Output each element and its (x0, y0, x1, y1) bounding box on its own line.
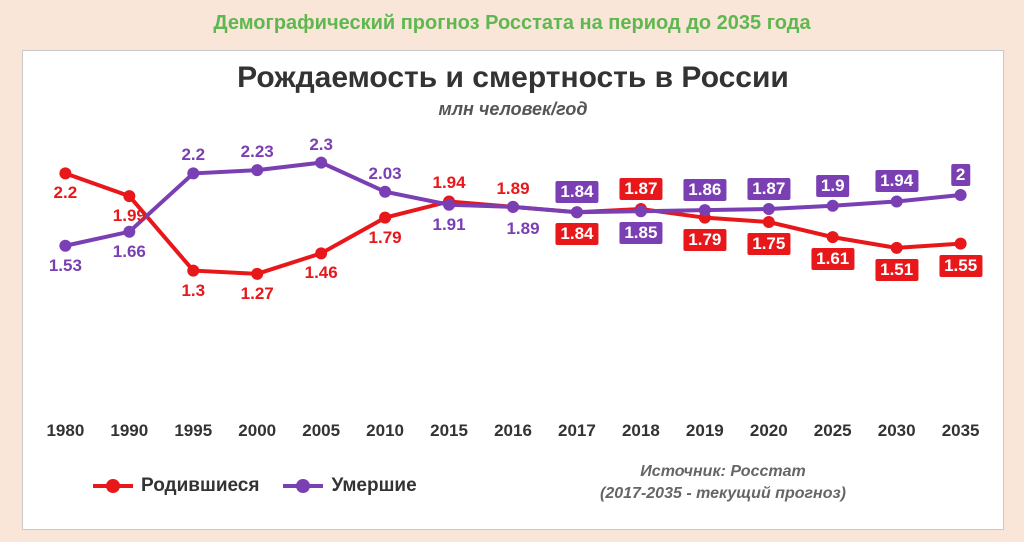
data-label: 1.3 (176, 280, 210, 302)
x-tick: 2020 (750, 421, 788, 441)
data-label: 2.2 (176, 144, 210, 166)
chart-frame: Рождаемость и смертность в России млн че… (22, 50, 1004, 530)
series-marker (955, 189, 967, 201)
x-tick: 2019 (686, 421, 724, 441)
source-line2: (2017-2035 - текущий прогноз) (600, 485, 846, 502)
x-tick: 2005 (302, 421, 340, 441)
x-axis: 1980 1990 1995 2000 2005 2010 2015 2016 2017 2018… (43, 421, 983, 445)
data-label: 1.84 (555, 223, 598, 245)
legend-swatch (283, 484, 323, 488)
series-marker (827, 200, 839, 212)
data-label: 2.3 (304, 134, 338, 156)
x-tick: 2030 (878, 421, 916, 441)
series-marker (763, 203, 775, 215)
data-label: 1.55 (939, 255, 982, 277)
data-label: 2.23 (236, 141, 279, 163)
page-title: Демографический прогноз Росстата на пери… (0, 0, 1024, 35)
data-label: 2.03 (364, 163, 407, 185)
series-marker (891, 242, 903, 254)
data-label: 1.66 (108, 241, 151, 263)
legend-label: Родившиеся (141, 475, 259, 497)
series-marker (251, 164, 263, 176)
data-label: 1.85 (619, 222, 662, 244)
legend-swatch (93, 484, 133, 488)
series-marker (827, 231, 839, 243)
x-tick: 1980 (46, 421, 84, 441)
data-label: 1.89 (501, 218, 544, 240)
legend-marker-icon (296, 479, 310, 493)
data-label: 1.89 (491, 178, 534, 200)
series-marker (123, 190, 135, 202)
data-label: 1.53 (44, 255, 87, 277)
legend-items: Родившиеся Умершие (93, 475, 441, 497)
data-label: 1.86 (683, 179, 726, 201)
series-marker (315, 157, 327, 169)
data-label: 1.75 (747, 233, 790, 255)
data-label: 1.99 (108, 205, 151, 227)
series-marker (379, 212, 391, 224)
series-marker (955, 238, 967, 250)
x-tick: 2025 (814, 421, 852, 441)
series-marker (763, 216, 775, 228)
x-tick: 2016 (494, 421, 532, 441)
series-marker (59, 167, 71, 179)
data-label: 1.84 (555, 181, 598, 203)
series-marker (59, 240, 71, 252)
series-marker (315, 247, 327, 259)
x-tick: 2018 (622, 421, 660, 441)
data-label: 1.94 (875, 170, 918, 192)
x-tick: 2017 (558, 421, 596, 441)
x-tick: 2035 (942, 421, 980, 441)
x-tick: 2000 (238, 421, 276, 441)
plot-area: 2.2 1.99 1.3 1.27 1.46 1.79 1.94 1.89 1.84 1.87 1.… (43, 141, 983, 411)
series-marker (187, 167, 199, 179)
series-marker (699, 204, 711, 216)
series-marker (379, 186, 391, 198)
data-label: 1.9 (816, 175, 850, 197)
data-label: 1.91 (428, 214, 471, 236)
x-tick: 1995 (174, 421, 212, 441)
series-marker (443, 199, 455, 211)
chart-title: Рождаемость и смертность в России (23, 61, 1003, 95)
data-label: 1.94 (428, 172, 471, 194)
chart-source: Источник: Росстат (2017-2035 - текущий п… (483, 461, 963, 504)
series-marker (187, 265, 199, 277)
data-label: 1.87 (747, 178, 790, 200)
chart-subtitle: млн человек/год (23, 99, 1003, 120)
data-label: 1.87 (619, 178, 662, 200)
legend: Родившиеся Умершие Источник: Росстат (201… (43, 461, 983, 521)
data-label: 1.51 (875, 259, 918, 281)
x-tick: 1990 (110, 421, 148, 441)
legend-marker-icon (106, 479, 120, 493)
series-marker (891, 195, 903, 207)
series-marker (635, 205, 647, 217)
series-marker (507, 201, 519, 213)
x-tick: 2010 (366, 421, 404, 441)
data-label: 1.79 (683, 229, 726, 251)
series-marker (571, 206, 583, 218)
data-label: 2.2 (49, 182, 83, 204)
legend-label: Умершие (331, 475, 416, 497)
series-marker (123, 226, 135, 238)
data-label: 1.61 (811, 248, 854, 270)
data-label: 1.46 (300, 262, 343, 284)
legend-item: Умершие (283, 475, 416, 497)
legend-item: Родившиеся (93, 475, 259, 497)
series-marker (251, 268, 263, 280)
data-label: 2 (951, 164, 970, 186)
data-label: 1.79 (364, 227, 407, 249)
data-label: 1.27 (236, 283, 279, 305)
x-tick: 2015 (430, 421, 468, 441)
source-line1: Источник: Росстат (640, 463, 805, 480)
